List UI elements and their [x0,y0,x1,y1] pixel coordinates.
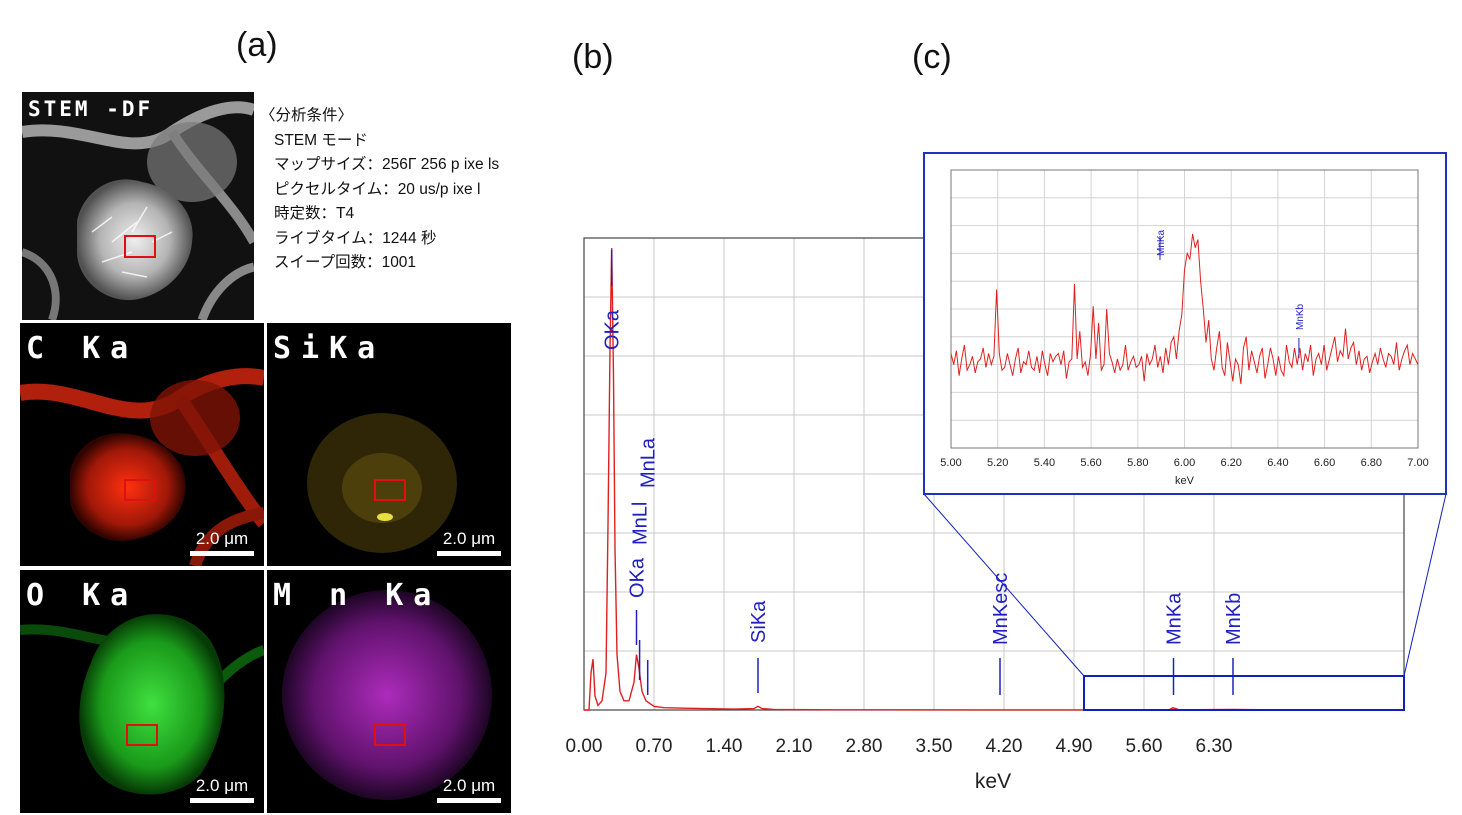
zoom-connector-line [923,493,1085,677]
peak-label: OKa [602,309,624,350]
stem-df-image: STEM -DF [22,92,254,320]
scalebar-bar [437,798,501,803]
mn-ka-label: M n Ka [273,578,442,613]
scalebar-label: 2.0 μm [442,529,496,548]
x-tick-label: 6.30 [1196,736,1233,757]
x-tick-label: 2.10 [776,736,813,757]
analysis-roi-box [124,235,156,258]
mn-ka-map: M n Ka 2.0 μm [267,570,511,813]
o-ka-label: O Ka [26,578,139,613]
main-chart-series [584,247,1404,711]
inset-x-tick-label: 5.20 [987,457,1008,469]
analysis-conditions: 〈分析条件〉 STEM モード マップサイズ：256Γ 256 p ixe ls… [260,104,500,276]
zoom-connector-line [1403,493,1447,677]
inset-x-tick-label: 6.60 [1314,457,1335,469]
x-tick-label: 3.50 [916,736,953,757]
si-ka-label: SiKa [273,331,386,366]
c-ka-graphic [20,323,264,566]
inset-x-tick-label: 5.80 [1127,457,1148,469]
peak-label: SiKa [748,600,770,643]
inset-x-tick-label: 5.00 [940,457,961,469]
scalebar-bar [437,551,501,556]
inset-peak-label: MnKb [1295,303,1306,330]
peak-label: MnKa [1164,592,1186,645]
inset-spectrum-line [950,233,1419,385]
x-tick-label: 4.90 [1056,736,1093,757]
inset-chart: 5.00 5.20 5.40 5.60 5.80 6.00 6.20 6.40 6.60 6.80… [923,152,1447,495]
c-ka-map: C Ka 2.0 μm [20,323,264,566]
inset-x-label: keV [1175,475,1195,487]
c-ka-roi-box [124,479,156,501]
si-ka-scalebar: 2.0 μm [437,529,501,556]
stem-df-label: STEM -DF [28,97,154,121]
conditions-line: STEM モード [274,131,368,149]
conditions-line: スイープ回数：1001 [274,254,417,271]
scalebar-label: 2.0 μm [442,776,496,795]
x-tick-label: 4.20 [986,736,1023,757]
c-ka-label: C Ka [26,331,139,366]
conditions-line: マップサイズ：256Γ 256 p ixe ls [274,156,500,173]
mn-ka-scalebar: 2.0 μm [437,776,501,803]
x-tick-label: 1.40 [706,736,743,757]
peak-label: OKa [627,557,649,598]
inset-plot-frame [950,169,1419,449]
conditions-line: 時定数：T4 [274,205,355,222]
o-ka-roi-box [126,724,158,746]
main-chart-x-label: keV [975,770,1011,793]
x-tick-label: 0.70 [636,736,673,757]
scalebar-bar [190,551,254,556]
o-ka-scalebar: 2.0 μm [190,776,254,803]
stem-df-graphic [22,92,254,320]
scalebar-bar [190,798,254,803]
mn-ka-graphic [267,570,511,813]
conditions-line: ピクセルタイム：20 us/p ixe l [274,180,481,198]
o-ka-map: O Ka 2.0 μm [20,570,264,813]
si-ka-graphic [267,323,511,566]
x-tick-label: 0.00 [566,736,603,757]
inset-x-tick-label: 5.40 [1034,457,1055,469]
spectrum-line [584,247,1404,711]
conditions-title: 〈分析条件〉 [260,107,354,124]
inset-x-tick-label: 5.60 [1080,457,1101,469]
main-chart-x-ticks: 0.00 0.70 1.40 2.10 2.80 3.50 4.20 4.90 5.60 6.30 [566,736,1233,757]
zoom-connector-lines [923,493,1447,677]
o-ka-graphic [20,570,264,813]
x-tick-label: 2.80 [846,736,883,757]
inset-peak-label: MnKa [1156,229,1167,256]
si-ka-roi-box [374,479,406,501]
inset-x-tick-label: 6.20 [1220,457,1241,469]
c-ka-scalebar: 2.0 μm [190,529,254,556]
scalebar-label: 2.0 μm [195,776,249,795]
peak-label: MnLl [630,502,652,545]
panel-label-c: (c) [912,38,952,76]
inset-x-tick-label: 6.40 [1267,457,1288,469]
panel-label-b: (b) [572,38,614,76]
zoom-region-box [1083,675,1405,711]
peak-label: MnKb [1223,593,1245,645]
inset-x-tick-label: 6.00 [1174,457,1195,469]
inset-x-tick-label: 6.80 [1361,457,1382,469]
scalebar-label: 2.0 μm [195,529,249,548]
conditions-line: ライブタイム：1244 秒 [274,229,437,247]
inset-x-tick-label: 7.00 [1407,457,1428,469]
mn-ka-roi-box [374,724,406,746]
main-chart-peak-markers: OKa OKa MnLl MnLa SiKa MnKesc MnKa MnKb [602,250,1405,711]
peak-label: MnLa [638,437,660,488]
x-tick-label: 5.60 [1126,736,1163,757]
panel-label-a: (a) [236,26,278,64]
si-ka-map: SiKa 2.0 μm [267,323,511,566]
peak-label: MnKesc [990,573,1012,645]
